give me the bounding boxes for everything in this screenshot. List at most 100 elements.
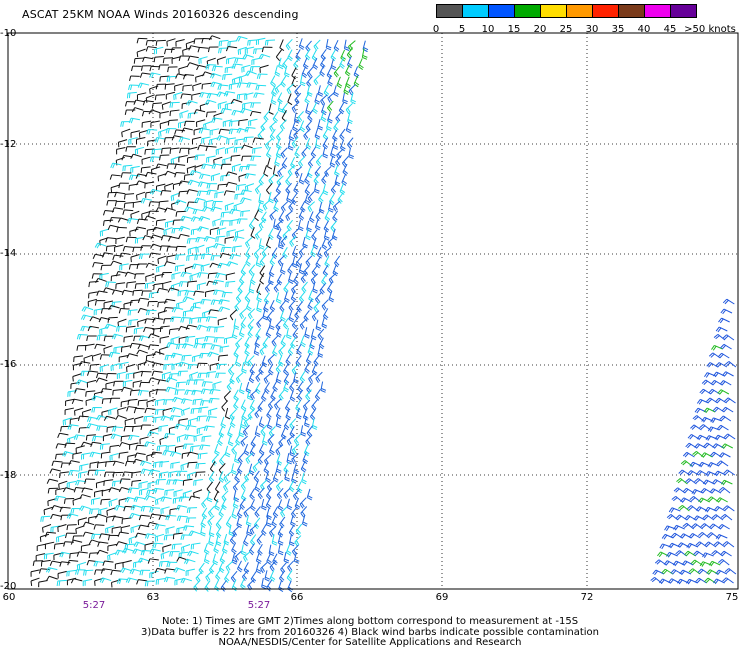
wind-barb bbox=[277, 499, 284, 511]
wind-barb bbox=[129, 568, 142, 575]
wind-barb bbox=[131, 65, 142, 72]
wind-barb bbox=[194, 197, 206, 204]
wind-barb bbox=[243, 444, 250, 456]
wind-barb bbox=[149, 513, 161, 520]
wind-barb bbox=[129, 342, 141, 349]
wind-barb bbox=[108, 498, 118, 507]
wind-barb bbox=[317, 85, 324, 97]
wind-barb bbox=[227, 40, 238, 47]
legend-swatch bbox=[618, 4, 645, 18]
wind-barb bbox=[186, 451, 199, 457]
wind-barb bbox=[311, 418, 318, 430]
wind-barb bbox=[312, 102, 318, 114]
wind-barb bbox=[225, 280, 236, 288]
wind-barb bbox=[232, 497, 239, 509]
wind-barb bbox=[666, 514, 679, 521]
wind-barb bbox=[258, 416, 265, 429]
wind-barb bbox=[277, 255, 285, 267]
wind-barb bbox=[139, 487, 149, 496]
wind-barb bbox=[153, 282, 164, 290]
wind-barb bbox=[276, 228, 283, 241]
wind-barb bbox=[258, 53, 271, 60]
wind-barb bbox=[163, 306, 175, 313]
wind-barb bbox=[121, 128, 131, 138]
wind-barb bbox=[248, 218, 255, 230]
wind-barb bbox=[289, 235, 297, 247]
wind-barb bbox=[279, 119, 287, 131]
legend-swatch bbox=[540, 4, 567, 18]
wind-barb bbox=[214, 325, 225, 333]
wind-barb bbox=[188, 530, 201, 537]
wind-barb bbox=[159, 245, 171, 251]
wind-barb bbox=[219, 220, 231, 226]
wind-barb bbox=[715, 326, 728, 333]
wind-barb bbox=[176, 434, 186, 443]
wind-barb bbox=[313, 74, 321, 86]
wind-barb bbox=[166, 479, 178, 485]
wind-barb bbox=[222, 119, 233, 127]
wind-barb bbox=[713, 578, 725, 585]
wind-barb bbox=[182, 296, 195, 302]
map-title: ASCAT 25KM NOAA Winds 20160326 descendin… bbox=[22, 8, 299, 21]
wind-barb bbox=[321, 172, 328, 185]
wind-barb bbox=[110, 569, 122, 576]
wind-barb bbox=[103, 335, 115, 342]
wind-barb bbox=[137, 82, 150, 89]
wind-barb bbox=[313, 301, 321, 313]
wind-barb bbox=[111, 526, 122, 534]
wind-barb bbox=[186, 280, 198, 287]
wind-barb bbox=[347, 137, 354, 149]
legend-label: 0 bbox=[432, 24, 440, 35]
wind-barb bbox=[220, 211, 231, 218]
wind-barb bbox=[299, 371, 306, 383]
wind-barb bbox=[166, 75, 177, 82]
wind-barb bbox=[239, 382, 245, 395]
wind-barb bbox=[187, 471, 197, 480]
wind-barb bbox=[95, 377, 108, 383]
wind-barb bbox=[99, 364, 109, 373]
wind-barb bbox=[90, 441, 102, 448]
wind-barb bbox=[304, 361, 310, 374]
wind-barb bbox=[128, 434, 140, 441]
wind-barb bbox=[85, 397, 95, 406]
wind-barb bbox=[123, 335, 134, 343]
wind-barb bbox=[276, 175, 284, 187]
wind-barb bbox=[255, 382, 261, 395]
wind-barb bbox=[122, 245, 134, 252]
wind-barb bbox=[265, 326, 272, 339]
wind-barb bbox=[213, 541, 219, 554]
wind-barb bbox=[71, 398, 84, 404]
wind-barb bbox=[163, 576, 176, 583]
wind-barb bbox=[294, 535, 302, 547]
wind-barb bbox=[64, 407, 74, 415]
wind-barb bbox=[315, 319, 322, 332]
wind-barb bbox=[279, 516, 286, 529]
wind-barb bbox=[288, 534, 295, 547]
wind-barb bbox=[271, 534, 278, 546]
legend-swatch bbox=[644, 4, 671, 18]
wind-barb bbox=[243, 506, 251, 518]
wind-barb bbox=[218, 505, 224, 518]
wind-barb bbox=[86, 423, 98, 429]
wind-barb bbox=[302, 452, 309, 464]
wind-barb bbox=[212, 553, 219, 566]
wind-barb bbox=[304, 172, 310, 185]
wind-barb bbox=[108, 305, 120, 311]
wind-barb bbox=[322, 264, 329, 277]
wind-barb bbox=[55, 443, 67, 449]
wind-barb bbox=[265, 497, 272, 510]
wind-barb bbox=[298, 208, 305, 221]
wind-barb bbox=[150, 120, 160, 128]
wind-barb bbox=[272, 111, 279, 124]
wind-barb bbox=[315, 256, 321, 269]
wind-barb bbox=[122, 560, 132, 568]
wind-barb bbox=[152, 351, 165, 357]
wind-barb bbox=[121, 386, 133, 393]
wind-barb bbox=[132, 200, 143, 208]
wind-barb bbox=[184, 290, 196, 296]
wind-barb bbox=[146, 128, 158, 135]
wind-barb bbox=[258, 443, 265, 456]
wind-barb bbox=[158, 560, 170, 567]
wind-barb bbox=[169, 415, 181, 421]
wind-barb bbox=[178, 65, 188, 74]
